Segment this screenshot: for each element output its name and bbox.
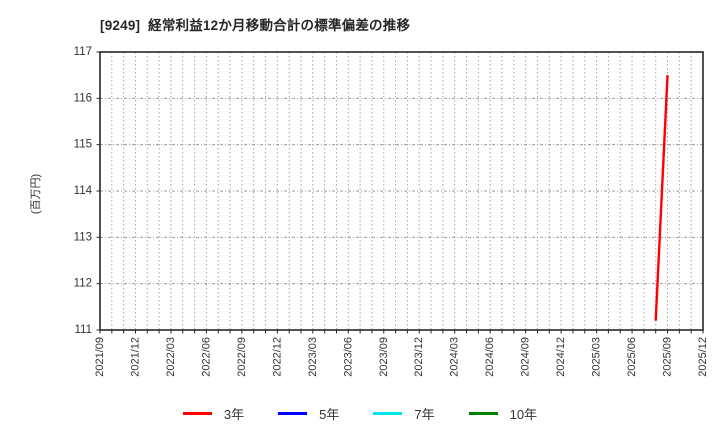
legend-swatch — [278, 412, 308, 415]
y-tick-label: 111 — [75, 324, 92, 336]
series-line-0 — [654, 75, 669, 321]
x-tick-label: 2022/09 — [236, 337, 248, 377]
legend-item-1: 5年 — [278, 404, 339, 423]
legend-swatch — [373, 412, 403, 415]
y-tick-label: 113 — [74, 231, 92, 243]
x-tick-label: 2025/09 — [662, 337, 674, 377]
x-tick-label: 2025/12 — [697, 337, 709, 377]
legend: 3年 5年 7年 10年 — [0, 404, 720, 423]
x-tick-label: 2021/09 — [94, 337, 106, 377]
legend-swatch — [182, 412, 212, 415]
x-tick-label: 2023/12 — [413, 337, 425, 377]
legend-swatch — [468, 412, 498, 415]
legend-label: 3年 — [223, 407, 245, 422]
legend-label: 10年 — [509, 407, 538, 422]
legend-item-3: 10年 — [468, 404, 538, 423]
y-tick-label: 115 — [74, 139, 92, 151]
x-tick-label: 2024/03 — [449, 337, 461, 377]
x-tick-label: 2022/12 — [271, 337, 283, 377]
x-tick-label: 2025/03 — [591, 337, 603, 377]
legend-label: 7年 — [414, 407, 435, 422]
legend-label: 5年 — [319, 407, 340, 422]
x-tick-label: 2022/03 — [165, 337, 177, 377]
x-tick-label: 2023/06 — [342, 337, 354, 377]
x-tick-label: 2023/09 — [378, 337, 390, 377]
y-tick-label: 117 — [74, 46, 92, 58]
x-tick-label: 2024/12 — [555, 337, 567, 377]
y-tick-label: 116 — [74, 92, 92, 104]
x-tick-label: 2023/03 — [307, 337, 319, 377]
legend-item-0: 3年 — [182, 404, 245, 423]
x-tick-label: 2022/06 — [200, 337, 212, 377]
chart-title: [9249] 経常利益12か月移動合計の標準偏差の推移 — [100, 18, 411, 33]
y-tick-label: 112 — [74, 278, 92, 290]
x-tick-label: 2021/12 — [129, 337, 141, 377]
legend-item-2: 7年 — [373, 404, 435, 423]
x-tick-label: 2025/06 — [626, 337, 638, 377]
y-tick-label: 114 — [74, 185, 93, 197]
x-tick-label: 2024/06 — [484, 337, 496, 377]
y-axis-title: (百万円) — [30, 174, 42, 214]
x-tick-label: 2024/09 — [520, 337, 532, 377]
